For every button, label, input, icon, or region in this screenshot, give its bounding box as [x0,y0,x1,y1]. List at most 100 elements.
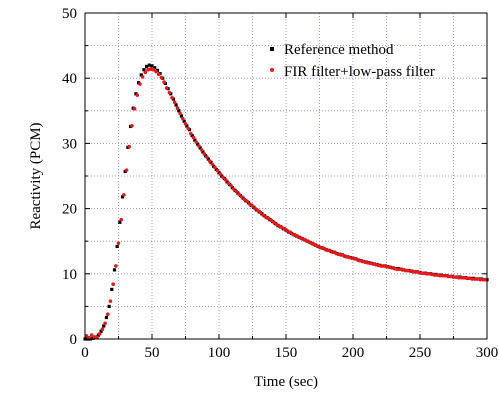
data-point [127,144,132,149]
data-point [212,164,216,168]
y-tick-label: 50 [62,6,77,22]
data-point [89,333,94,337]
data-point [277,224,282,229]
data-point [137,81,141,85]
data-point [201,150,205,154]
data-point [207,159,212,163]
data-point [150,64,154,68]
data-point [285,228,290,233]
data-point [411,270,416,274]
data-point [296,234,300,239]
x-tick-label: 300 [476,345,499,361]
data-point [175,106,180,110]
data-point [214,167,218,172]
data-point [177,109,181,113]
data-point [269,218,274,223]
data-point [132,107,137,111]
data-point [432,273,437,277]
data-point [120,195,125,199]
data-point [170,95,174,100]
data-point [134,92,138,96]
data-point [124,168,129,172]
data-point [301,237,306,242]
data-point [169,92,173,96]
data-point [182,119,186,123]
y-tick-label: 10 [62,267,77,283]
data-point [221,175,225,180]
ticks: 0 50 100 150 200 250 300 0 10 20 30 40 50 [62,6,498,361]
data-point [195,142,200,146]
data-point [104,315,109,320]
data-point [215,168,220,173]
data-point [171,97,176,101]
data-point [217,171,221,175]
y-axis-title: Reactivity (PCM) [28,122,44,229]
data-point [103,321,107,326]
data-point [236,191,240,195]
series-layer [83,63,489,341]
data-point [100,327,105,332]
data-point [186,126,190,131]
data-point [459,275,464,280]
data-point [312,242,316,247]
x-tick-label: 250 [409,345,432,361]
data-point [218,172,223,176]
data-point [228,182,232,187]
legend-marker-reference-method [270,47,274,51]
data-point [159,75,164,80]
data-point [341,253,346,258]
data-point [282,227,287,231]
data-point [202,152,207,156]
data-point [379,264,383,268]
data-point [181,116,185,121]
legend: Reference method FIR filter+low-pass fil… [270,42,435,80]
data-point [260,212,264,216]
data-point [481,277,485,282]
data-point [298,236,303,240]
grid [85,13,487,339]
data-point [424,272,429,276]
data-point [478,277,483,282]
data-point [116,241,121,245]
data-point [234,189,239,194]
data-point [272,220,276,225]
data-point [163,81,167,86]
data-point [102,324,106,328]
data-point [111,282,115,287]
data-point [198,146,202,150]
data-point [185,124,189,128]
data-point [205,155,209,159]
data-point [280,225,284,230]
data-point [457,275,461,280]
data-point [226,181,231,185]
data-point [266,216,271,221]
data-point [135,93,140,97]
data-point [355,257,359,262]
y-tick-label: 20 [62,202,77,218]
data-point [105,312,110,317]
data-point [108,299,113,303]
data-point [233,188,237,192]
data-point [187,128,192,132]
data-point [473,277,477,281]
series-fir-filter [84,67,488,340]
data-point [256,208,260,213]
data-point [155,68,159,72]
data-point [252,205,256,209]
data-point [290,232,295,236]
data-point [245,199,249,204]
data-point [309,241,314,245]
data-point [99,329,103,333]
data-point [288,230,292,234]
legend-label-fir-filter: FIR filter+low-pass filter [284,64,435,80]
y-tick-label: 30 [62,136,77,152]
data-point [189,131,193,136]
data-point [178,111,182,116]
x-tick-label: 150 [275,345,298,361]
data-point [147,63,151,67]
data-point [242,197,247,202]
data-point [465,276,469,281]
data-point [253,206,257,211]
data-point [209,160,213,164]
x-tick-label: 100 [208,345,231,361]
